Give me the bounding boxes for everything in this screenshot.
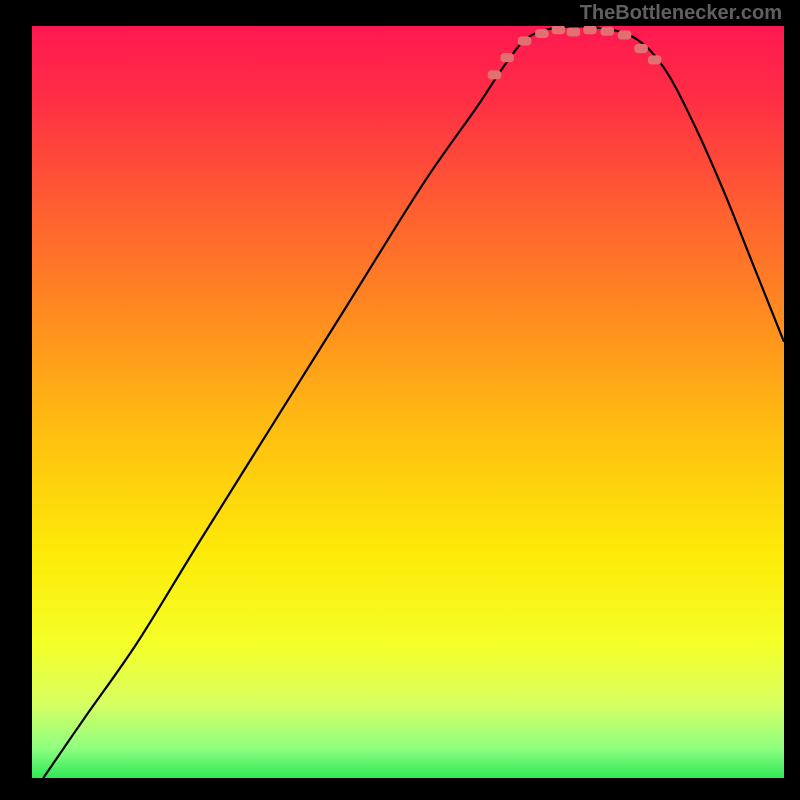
marker-point: [601, 27, 615, 36]
marker-point: [648, 55, 662, 64]
marker-point: [583, 26, 597, 34]
marker-point: [500, 53, 514, 62]
marker-point: [618, 31, 632, 40]
watermark-text: TheBottlenecker.com: [580, 2, 782, 25]
chart-container: TheBottlenecker.com: [0, 0, 800, 800]
marker-point: [567, 28, 581, 37]
markers-layer: [32, 26, 784, 778]
chart-area: [32, 26, 784, 778]
marker-point: [518, 37, 532, 46]
marker-point: [552, 26, 566, 34]
marker-point: [535, 29, 549, 38]
marker-point: [634, 44, 648, 53]
marker-point: [488, 70, 502, 79]
